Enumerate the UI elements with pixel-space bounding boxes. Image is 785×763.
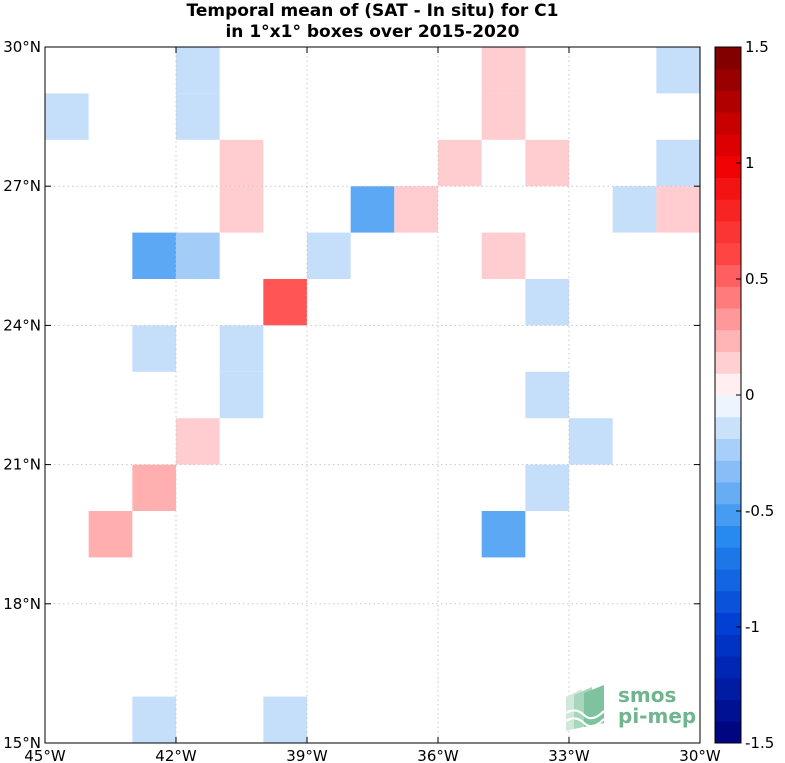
chart-subtitle: in 1°x1° boxes over 2015-2020: [225, 22, 520, 42]
colorbar-segment: [715, 373, 741, 396]
heatmap-cell: [481, 47, 526, 94]
colorbar: 1.5 1 0.5 0 -0.5 -1 -1.5: [714, 38, 774, 752]
colorbar-segment: [715, 547, 741, 570]
colorbar-segment: [715, 416, 741, 439]
heatmap-cell: [394, 186, 438, 233]
colorbar-tick-label: -0.5: [745, 502, 774, 520]
colorbar-tick-label: 1: [745, 154, 755, 172]
colorbar-segment: [715, 47, 741, 70]
x-axis-ticks: 45°W 42°W 39°W 36°W 33°W 30°W: [24, 47, 721, 763]
colorbar-segment: [715, 656, 741, 679]
heatmap-cell: [307, 232, 351, 279]
heatmap-cell: [176, 93, 220, 140]
y-axis-ticks: 30°N 27°N 24°N 21°N 18°N 15°N: [3, 38, 700, 752]
heatmap-cell: [481, 93, 526, 140]
y-tick-label: 24°N: [3, 316, 41, 334]
heatmap-cell: [88, 511, 133, 558]
heatmap-cells: [45, 47, 700, 743]
x-tick-label: 33°W: [548, 747, 590, 763]
heatmap-cell: [176, 418, 220, 465]
colorbar-segment: [715, 721, 741, 744]
heatmap-cell: [481, 511, 526, 558]
heatmap-cell: [525, 464, 569, 511]
heatmap-cell: [263, 279, 307, 326]
heatmap-cell: [219, 371, 264, 419]
colorbar-segment: [715, 460, 741, 483]
logo-text-pimep: pi-mep: [618, 704, 697, 728]
y-tick-label: 21°N: [3, 456, 41, 474]
colorbar-tick-label: -1: [745, 618, 760, 636]
colorbar-segment: [715, 590, 741, 613]
x-tick-label: 45°W: [24, 747, 66, 763]
colorbar-segment: [715, 264, 741, 287]
x-tick-label: 39°W: [286, 747, 328, 763]
colorbar-segment: [715, 199, 741, 222]
colorbar-segment: [715, 677, 741, 700]
colorbar-segment: [715, 286, 741, 309]
colorbar-segment: [715, 68, 741, 91]
heatmap-cell: [132, 325, 176, 372]
heatmap-cell: [263, 696, 307, 743]
chart-title: Temporal mean of (SAT - In situ) for C1: [186, 1, 559, 21]
heatmap-cell: [438, 139, 482, 187]
colorbar-segment: [715, 112, 741, 135]
colorbar-tick-label: 1.5: [745, 38, 769, 56]
heatmap-cell: [176, 232, 220, 279]
colorbar-segment: [715, 569, 741, 592]
heatmap-cell: [45, 93, 89, 140]
heatmap-cell: [219, 186, 264, 233]
heatmap-cell: [612, 186, 657, 233]
colorbar-segment: [715, 329, 741, 352]
colorbar-segment: [715, 177, 741, 200]
heatmap-cell: [656, 139, 700, 187]
gridlines: [45, 47, 700, 743]
colorbar-tick-label: 0.5: [745, 270, 769, 288]
heatmap-cell: [525, 371, 569, 419]
smos-pimep-logo: smos pi-mep: [562, 683, 702, 733]
y-tick-label: 27°N: [3, 177, 41, 195]
heatmap-cell: [219, 139, 264, 187]
heatmap-cell: [176, 47, 220, 94]
heatmap-cell: [525, 139, 569, 187]
heatmap-cell: [656, 47, 700, 94]
colorbar-tick-label: -1.5: [745, 734, 774, 752]
heatmap-cell: [525, 279, 569, 326]
colorbar-segment: [715, 90, 741, 113]
y-tick-label: 30°N: [3, 38, 41, 56]
colorbar-segment: [715, 395, 741, 418]
heatmap-cell: [481, 232, 526, 279]
x-tick-label: 30°W: [679, 747, 721, 763]
heatmap-cell: [219, 325, 264, 372]
heatmap-cell: [350, 186, 395, 233]
colorbar-segment: [715, 221, 741, 244]
colorbar-segment: [715, 612, 741, 635]
colorbar-segment: [715, 308, 741, 331]
heatmap-cell: [132, 232, 176, 279]
colorbar-segment: [715, 482, 741, 505]
y-tick-label: 15°N: [3, 734, 41, 752]
colorbar-segment: [715, 503, 741, 526]
logo-text-smos: smos: [618, 683, 677, 707]
colorbar-segment: [715, 634, 741, 657]
y-tick-label: 18°N: [3, 595, 41, 613]
colorbar-segment: [715, 525, 741, 548]
x-tick-label: 42°W: [155, 747, 197, 763]
colorbar-segment: [715, 134, 741, 157]
colorbar-segment: [715, 438, 741, 461]
x-tick-label: 36°W: [417, 747, 459, 763]
colorbar-segment: [715, 242, 741, 265]
colorbar-segment: [715, 155, 741, 178]
colorbar-segment: [715, 351, 741, 374]
heatmap-cell: [656, 186, 700, 233]
heatmap-cell: [132, 696, 176, 743]
plot-frame: [44, 46, 701, 744]
logo-waves-icon: [565, 685, 605, 731]
colorbar-tick-label: 0: [745, 386, 755, 404]
heatmap-cell: [132, 464, 176, 511]
heatmap-cell: [569, 418, 613, 465]
colorbar-segment: [715, 699, 741, 722]
